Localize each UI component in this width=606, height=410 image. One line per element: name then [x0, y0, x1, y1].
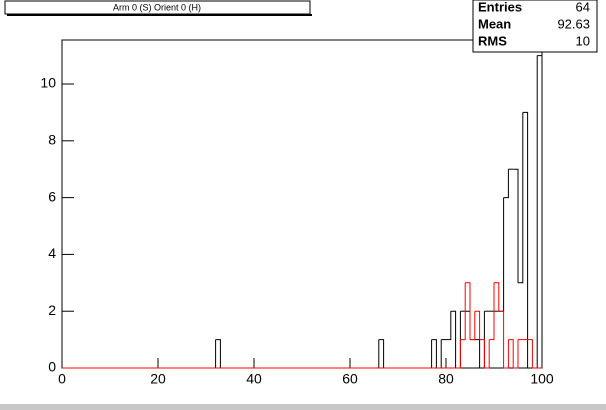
histogram-bin — [215, 339, 221, 368]
x-tick-label: 40 — [246, 371, 262, 387]
histogram-bin — [474, 310, 481, 340]
canvas-strip — [0, 404, 606, 410]
y-tick-label: 4 — [48, 245, 56, 261]
histogram-bin — [494, 282, 500, 312]
histogram-bin — [455, 339, 461, 369]
x-tick-label: 80 — [438, 371, 454, 387]
histogram-bin — [450, 310, 457, 368]
histogram-bin — [503, 169, 509, 199]
x-tick-label: 60 — [342, 371, 358, 387]
histogram-bin — [527, 339, 533, 368]
y-tick-label: 10 — [40, 75, 56, 91]
y-tick-label: 2 — [48, 302, 56, 318]
x-tick-label: 0 — [58, 371, 66, 387]
x-tick-label: 100 — [530, 371, 554, 387]
histogram-bin — [431, 339, 437, 368]
histogram-bin — [503, 339, 509, 369]
histogram-bin — [460, 282, 466, 341]
stats-label: Entries — [478, 0, 522, 14]
stats-value: 10 — [576, 33, 590, 48]
histogram-bin — [518, 112, 524, 284]
x-tick-label: 20 — [150, 371, 166, 387]
stats-label: Mean — [478, 16, 511, 31]
histogram-bin — [378, 339, 385, 368]
stats-label: RMS — [478, 33, 507, 48]
histogram-bin — [498, 310, 505, 368]
plot-frame — [61, 39, 543, 369]
histogram-bin — [479, 339, 485, 368]
stats-box — [472, 0, 598, 53]
histogram-bin — [513, 168, 519, 283]
histogram-bin — [484, 339, 490, 369]
title-shadow — [7, 14, 312, 16]
y-tick-label: 6 — [48, 188, 56, 204]
histogram-bin — [513, 339, 519, 369]
histogram-bin — [465, 282, 471, 340]
y-tick-label: 8 — [48, 132, 56, 148]
stats-value: 92.63 — [557, 16, 590, 31]
histogram-bin — [470, 311, 476, 341]
chart-title: Arm 0 (S) Orient 0 (H) — [113, 2, 201, 12]
histogram-bin — [446, 311, 452, 341]
histogram-bin — [522, 111, 529, 368]
histogram-bin — [508, 339, 514, 368]
stats-value: 64 — [576, 0, 590, 14]
histogram-bin — [537, 55, 543, 368]
y-tick-label: 0 — [48, 359, 56, 375]
histogram-bin — [489, 282, 495, 341]
